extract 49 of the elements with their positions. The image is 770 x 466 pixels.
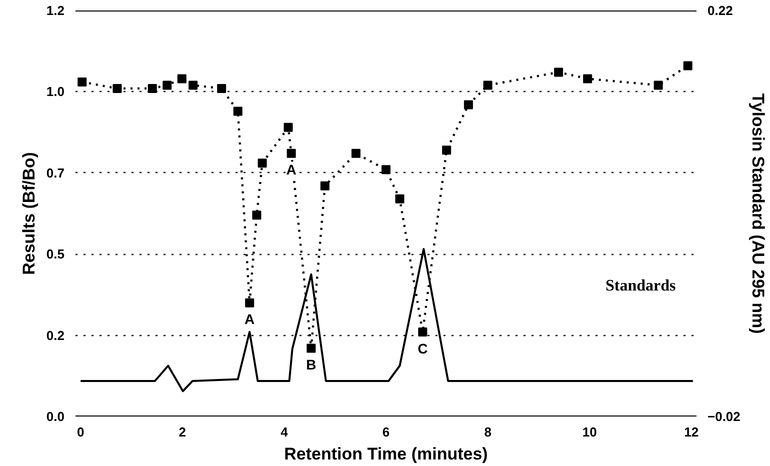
annotation: A (286, 162, 296, 178)
point (112, 84, 122, 93)
point (306, 344, 316, 353)
point (418, 328, 428, 337)
point (252, 210, 262, 220)
y-tick-label: 0.2 (46, 328, 65, 343)
y2-tick-label: −0.02 (708, 409, 740, 424)
point (351, 148, 360, 158)
x-tick-label: 8 (484, 424, 492, 440)
x-tick-label: 2 (178, 424, 186, 440)
y-tick-label: 1.2 (46, 3, 65, 18)
y-tick-label: 0.5 (46, 246, 65, 262)
x-axis-title: Retention Time (minutes) (284, 444, 488, 464)
point (177, 74, 186, 84)
x-tick-label: 6 (382, 424, 390, 440)
point (286, 148, 296, 158)
point (382, 165, 390, 174)
point (284, 122, 293, 132)
point (583, 74, 592, 84)
y-tick-label: 0.0 (46, 409, 65, 424)
point (78, 77, 87, 86)
y-axis-title: Results (Bf/Bo) (19, 152, 38, 275)
point (188, 80, 198, 90)
annotation: C (418, 340, 428, 356)
y-tick-label: 0.7 (46, 165, 65, 180)
x-tick-label: 0 (76, 424, 84, 440)
y-tick-label: 1.0 (46, 84, 65, 100)
point (258, 158, 267, 168)
point (148, 84, 157, 93)
annotation: Standards (606, 278, 676, 294)
point (395, 194, 404, 204)
x-tick-label: 12 (684, 424, 699, 440)
point (162, 80, 172, 90)
annotation: B (306, 356, 316, 373)
point (464, 100, 473, 110)
point (320, 181, 330, 190)
point (217, 84, 226, 93)
point (442, 146, 452, 155)
point (483, 80, 492, 90)
y2-axis-title: Tylosin Standard (AU 295 nm) (748, 93, 768, 334)
y2-tick-label: 0.22 (708, 3, 733, 18)
point (245, 298, 254, 308)
x-tick-label: 10 (582, 424, 597, 440)
point (554, 68, 564, 77)
point (683, 61, 692, 70)
annotation: A (244, 311, 255, 328)
point (654, 80, 663, 90)
point (233, 106, 242, 116)
x-tick-label: 4 (280, 424, 289, 440)
